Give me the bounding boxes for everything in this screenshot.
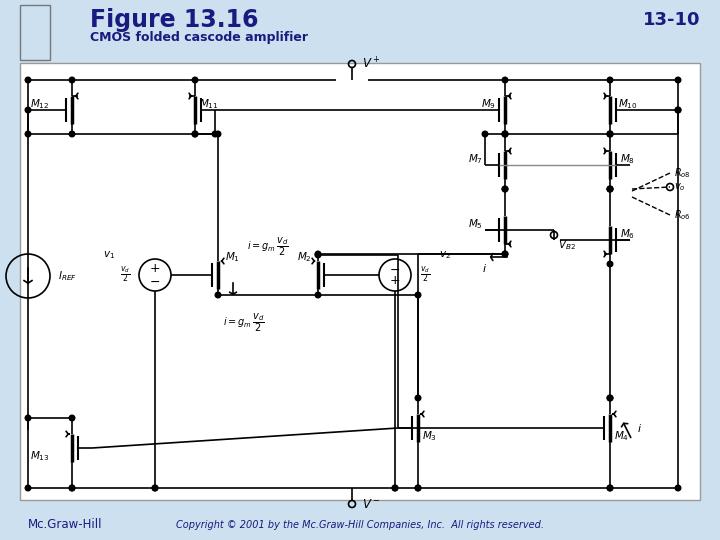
Bar xyxy=(20,63,700,500)
Circle shape xyxy=(25,131,31,137)
Circle shape xyxy=(192,131,198,137)
Text: $M_{11}$: $M_{11}$ xyxy=(199,97,219,111)
Circle shape xyxy=(212,131,218,137)
Circle shape xyxy=(607,186,613,192)
Circle shape xyxy=(607,395,613,401)
Circle shape xyxy=(215,292,221,298)
Circle shape xyxy=(315,252,321,258)
Text: $M_2$: $M_2$ xyxy=(297,250,311,264)
Circle shape xyxy=(503,131,508,137)
Text: $M_9$: $M_9$ xyxy=(482,97,497,111)
Text: 13-10: 13-10 xyxy=(642,11,700,29)
Circle shape xyxy=(415,292,420,298)
Text: $M_5$: $M_5$ xyxy=(467,217,482,231)
Circle shape xyxy=(152,485,158,491)
Text: $M_8$: $M_8$ xyxy=(621,152,636,166)
Text: $M_4$: $M_4$ xyxy=(614,429,629,443)
Circle shape xyxy=(675,107,681,113)
Text: $M_{13}$: $M_{13}$ xyxy=(30,449,50,463)
Text: $I_{REF}$: $I_{REF}$ xyxy=(58,269,77,283)
Circle shape xyxy=(482,131,488,137)
Text: $V^-$: $V^-$ xyxy=(362,497,381,510)
Circle shape xyxy=(25,77,31,83)
Text: $\frac{v_d}{2}$: $\frac{v_d}{2}$ xyxy=(120,265,130,285)
Circle shape xyxy=(503,251,508,257)
Circle shape xyxy=(415,395,420,401)
Circle shape xyxy=(503,77,508,83)
Circle shape xyxy=(69,485,75,491)
Circle shape xyxy=(503,186,508,192)
Text: $M_3$: $M_3$ xyxy=(423,429,438,443)
Circle shape xyxy=(607,261,613,267)
Circle shape xyxy=(607,77,613,83)
Circle shape xyxy=(607,395,613,401)
Circle shape xyxy=(152,485,158,491)
Text: $+$: $+$ xyxy=(149,262,161,275)
Text: $i$: $i$ xyxy=(482,262,487,274)
Circle shape xyxy=(25,415,31,421)
Circle shape xyxy=(607,485,613,491)
Circle shape xyxy=(415,485,420,491)
Text: Figure 13.16: Figure 13.16 xyxy=(90,8,258,32)
Circle shape xyxy=(69,485,75,491)
Circle shape xyxy=(315,251,321,257)
Circle shape xyxy=(503,131,508,137)
Text: $+$: $+$ xyxy=(390,274,400,287)
Text: $-$: $-$ xyxy=(390,262,400,275)
Circle shape xyxy=(25,107,31,113)
Circle shape xyxy=(192,77,198,83)
Circle shape xyxy=(192,131,198,137)
Text: $v_2$: $v_2$ xyxy=(439,249,451,261)
Circle shape xyxy=(503,131,508,137)
Circle shape xyxy=(607,131,613,137)
Text: $R_{o8}$: $R_{o8}$ xyxy=(674,166,690,180)
Circle shape xyxy=(675,77,681,83)
Circle shape xyxy=(503,186,508,192)
Circle shape xyxy=(69,131,75,137)
Circle shape xyxy=(215,131,221,137)
Circle shape xyxy=(315,292,321,298)
Circle shape xyxy=(392,485,397,491)
Circle shape xyxy=(69,77,75,83)
Text: $M_{10}$: $M_{10}$ xyxy=(618,97,638,111)
Circle shape xyxy=(503,251,508,257)
Circle shape xyxy=(415,485,420,491)
Text: $V_{B2}$: $V_{B2}$ xyxy=(558,238,576,252)
Text: $M_1$: $M_1$ xyxy=(225,250,240,264)
Text: Mc.Graw-Hill: Mc.Graw-Hill xyxy=(28,518,102,531)
Text: CMOS folded cascode amplifier: CMOS folded cascode amplifier xyxy=(90,31,308,44)
Text: $i = g_m\,\dfrac{v_d}{2}$: $i = g_m\,\dfrac{v_d}{2}$ xyxy=(247,235,289,259)
Text: $R_{o6}$: $R_{o6}$ xyxy=(674,208,691,222)
Circle shape xyxy=(607,186,613,192)
Text: $v_o$: $v_o$ xyxy=(674,181,685,193)
Text: $M_7$: $M_7$ xyxy=(467,152,482,166)
Circle shape xyxy=(607,131,613,137)
Bar xyxy=(20,5,50,60)
Circle shape xyxy=(25,485,31,491)
Circle shape xyxy=(607,186,613,192)
Text: $i = g_m\,\dfrac{v_d}{2}$: $i = g_m\,\dfrac{v_d}{2}$ xyxy=(223,312,265,334)
Text: $M_6$: $M_6$ xyxy=(621,227,636,241)
Text: $-$: $-$ xyxy=(150,274,161,287)
Text: $V^+$: $V^+$ xyxy=(362,56,380,72)
Circle shape xyxy=(392,485,397,491)
Circle shape xyxy=(607,485,613,491)
Circle shape xyxy=(69,415,75,421)
Text: $v_1$: $v_1$ xyxy=(103,249,115,261)
Text: $i$: $i$ xyxy=(637,422,642,434)
Circle shape xyxy=(675,107,681,113)
Circle shape xyxy=(675,485,681,491)
Text: Copyright © 2001 by the Mc.Graw-Hill Companies, Inc.  All rights reserved.: Copyright © 2001 by the Mc.Graw-Hill Com… xyxy=(176,520,544,530)
Text: $\frac{v_d}{2}$: $\frac{v_d}{2}$ xyxy=(420,265,430,285)
Circle shape xyxy=(607,131,613,137)
Text: $M_{12}$: $M_{12}$ xyxy=(30,97,50,111)
